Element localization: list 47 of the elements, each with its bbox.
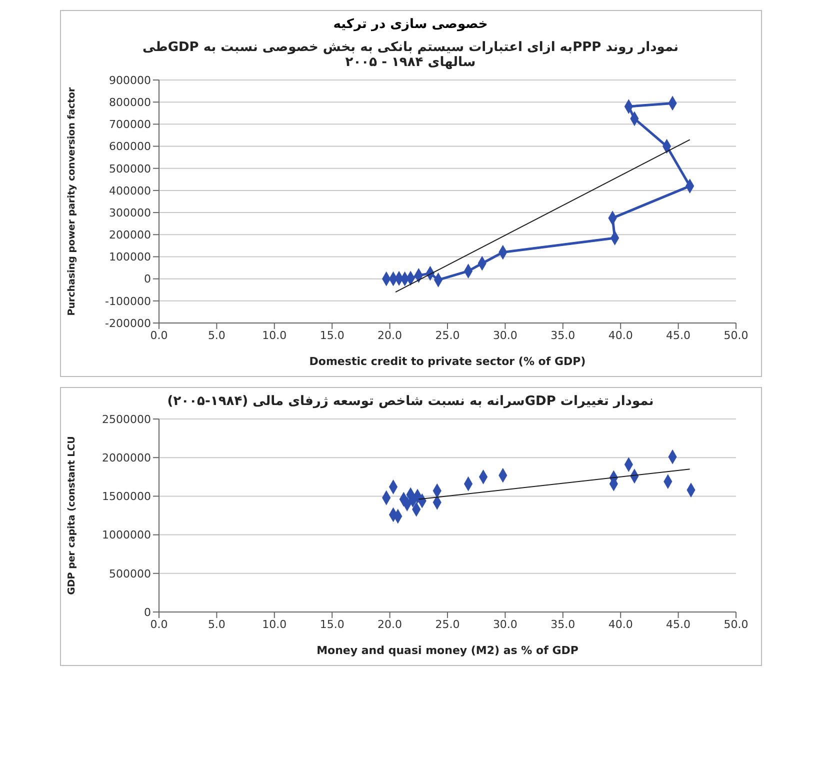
x-tick-label: 40.0: [608, 328, 632, 342]
x-tick-label: 5.0: [207, 618, 225, 631]
y-tick-label: 200000: [108, 228, 150, 242]
x-tick-label: 15.0: [319, 328, 344, 342]
y-tick-label: 2500000: [102, 412, 150, 426]
x-axis-title: Domestic credit to private sector (% of GDP): [308, 355, 586, 368]
x-tick-label: 10.0: [262, 328, 286, 342]
y-axis-title: GDP per capita (constant LCU: [66, 436, 77, 595]
y-tick-label: 1000000: [102, 528, 150, 542]
x-tick-label: 0.0: [150, 328, 168, 342]
x-tick-label: 45.0: [666, 618, 690, 631]
x-tick-label: 30.0: [492, 618, 517, 631]
x-tick-label: 40.0: [608, 618, 632, 631]
x-tick-label: 45.0: [666, 328, 690, 342]
x-tick-label: 25.0: [434, 328, 460, 342]
x-tick-label: 30.0: [492, 328, 517, 342]
chart-title: نمودار تغییرات GDPسرانه به نسبت شاخص توسعه ژرفای مالی (۱۹۸۴-۲۰۰۵): [166, 394, 655, 409]
y-tick-label: 500000: [108, 162, 150, 176]
y-tick-label: -200000: [104, 316, 150, 330]
x-tick-label: 35.0: [550, 328, 575, 342]
x-tick-label: 10.0: [262, 618, 286, 631]
x-tick-label: 50.0: [723, 328, 748, 342]
y-tick-label: 1500000: [102, 490, 150, 504]
y-tick-label: 800000: [108, 96, 150, 109]
x-tick-label: 25.0: [434, 618, 460, 631]
y-tick-label: 0: [144, 606, 150, 619]
x-tick-label: 0.0: [150, 618, 168, 631]
y-tick-label: 600000: [108, 140, 150, 154]
x-tick-label: 20.0: [377, 618, 402, 631]
y-tick-label: 900000: [108, 74, 150, 87]
x-tick-label: 50.0: [723, 618, 748, 631]
x-tick-label: 5.0: [207, 328, 225, 342]
x-tick-label: 20.0: [377, 328, 402, 342]
y-tick-label: 0: [144, 272, 150, 286]
y-tick-label: 400000: [108, 184, 150, 198]
y-tick-label: 700000: [108, 118, 150, 132]
x-axis-title: Money and quasi money (M2) as % of GDP: [316, 644, 578, 657]
chart-title: نمودار روند PPPبه ازای اعتبارات سیستم بانکی به بخش خصوصی نسبت به GDPطی سالهای ۱۹۸۴ - ۲۰۰۵: [141, 40, 680, 70]
x-tick-label: 15.0: [319, 618, 344, 631]
x-tick-label: 35.0: [550, 618, 575, 631]
y-tick-label: 100000: [108, 250, 150, 264]
text: خصوصی سازی در ترکیه: [332, 17, 489, 32]
y-tick-label: -100000: [104, 294, 150, 308]
y-axis-title: Purchasing power parity conversion factor: [66, 86, 77, 316]
y-tick-label: 500000: [108, 567, 150, 580]
y-tick-label: 2000000: [102, 452, 150, 465]
y-tick-label: 300000: [108, 206, 150, 220]
